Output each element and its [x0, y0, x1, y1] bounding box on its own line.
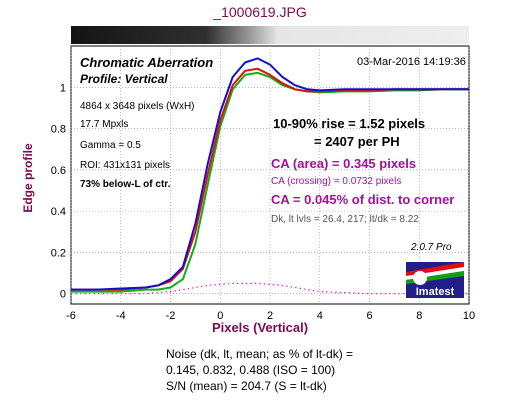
x-axis-label: Pixels (Vertical) — [211, 320, 309, 335]
gradient-strip — [71, 26, 469, 44]
rise-result: 10-90% rise = 1.52 pixels — [273, 116, 426, 131]
noise-line-3: S/N (mean) = 204.7 (S = lt-dk) — [166, 379, 327, 393]
logo-graphic: Imatest — [406, 262, 464, 298]
x-tick-label: -6 — [66, 310, 76, 322]
x-tick-label: 4 — [317, 310, 323, 322]
version-label: 2.0.7 Pro — [411, 242, 452, 253]
magenta-channel-line — [71, 282, 469, 295]
green-channel-line — [71, 71, 469, 293]
series-layer — [71, 57, 469, 295]
x-tick-label: 8 — [416, 310, 422, 322]
x-tick-label: -4 — [116, 310, 126, 322]
y-axis-label: Edge profile — [21, 143, 35, 213]
blue-channel-line — [71, 57, 469, 291]
timestamp: 03-Mar-2016 14:19:36 — [357, 56, 466, 68]
chart-subtitle: Profile: Vertical — [80, 72, 168, 86]
x-tick-label: 0 — [217, 310, 223, 322]
gamma: Gamma = 0.5 — [80, 140, 141, 151]
noise-summary: Noise (dk, lt, mean; as % of lt-dk) = 0.… — [166, 346, 353, 394]
x-tick-label: 10 — [463, 310, 475, 322]
x-tick-label: -2 — [166, 310, 176, 322]
y-tick-label: 0 — [60, 289, 66, 301]
ca-crossing: CA (crossing) = 0.0732 pixels — [271, 176, 402, 187]
ca-area: CA (area) = 0.345 pixels — [271, 156, 417, 171]
file-title: _1000619.JPG — [213, 4, 307, 20]
ticks-layer: -6 -4 -2 0 2 4 6 8 10 0 0.2 0.4 0.6 0.8 1 — [51, 82, 475, 322]
y-tick-label: 0.4 — [51, 206, 66, 218]
x-tick-label: 6 — [366, 310, 372, 322]
roi-location: 73% below-L of ctr. — [80, 179, 171, 190]
y-tick-label: 0.2 — [51, 247, 66, 259]
ca-percent: CA = 0.045% of dist. to corner — [271, 192, 455, 207]
noise-line-2: 0.145, 0.832, 0.488 (ISO = 100) — [166, 363, 336, 377]
y-tick-label: 1 — [60, 82, 66, 94]
y-tick-label: 0.8 — [51, 124, 66, 136]
x-tick-label: 2 — [267, 310, 273, 322]
levels: Dk, lt lvls = 26.4, 217; lt/dk = 8.22 — [271, 214, 419, 225]
imatest-logo: Imatest — [406, 262, 464, 298]
logo-text: Imatest — [416, 286, 455, 298]
image-size: 4864 x 3648 pixels (WxH) — [80, 101, 195, 112]
noise-line-1: Noise (dk, lt, mean; as % of lt-dk) = — [166, 347, 354, 361]
rise-per-ph: = 2407 per PH — [314, 134, 400, 149]
y-tick-label: 0.6 — [51, 165, 66, 177]
chart-title: Chromatic Aberration — [80, 55, 214, 70]
roi: ROI: 431x131 pixels — [80, 160, 171, 171]
megapixels: 17.7 Mpxls — [80, 119, 129, 130]
